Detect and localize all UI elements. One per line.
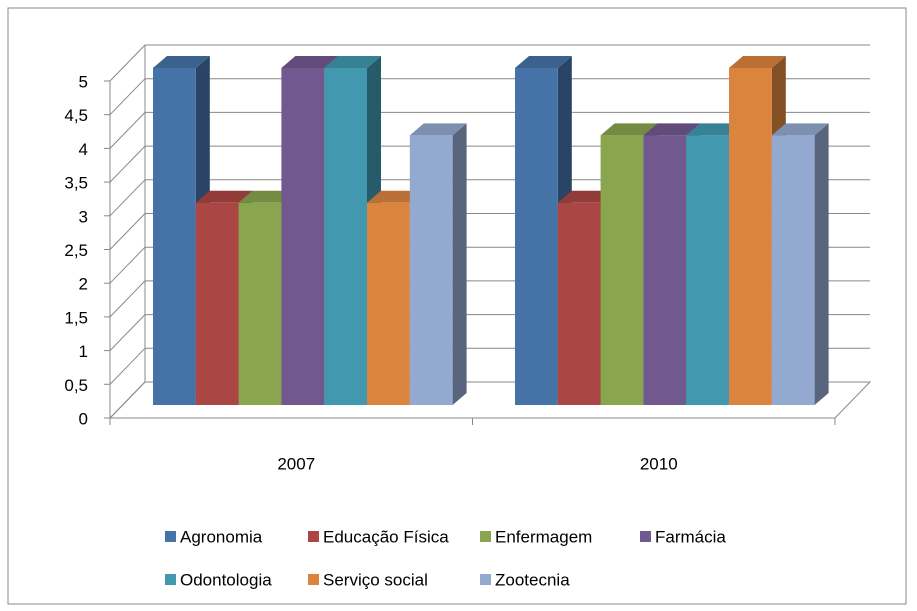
x-tick-label: 2010 <box>640 454 678 473</box>
y-tick-label: 0,5 <box>64 376 88 395</box>
x-tick-label: 2007 <box>277 454 315 473</box>
grid-line-side <box>109 347 146 385</box>
grid-line-side <box>109 314 146 351</box>
bar-top <box>729 56 786 68</box>
bar-top <box>153 56 210 68</box>
y-tick-label: 2 <box>79 275 88 294</box>
bar-top <box>409 123 467 136</box>
bar <box>771 135 815 405</box>
bar-top <box>195 190 253 203</box>
y-tick-label: 4,5 <box>64 106 88 125</box>
y-tick-label: 4 <box>79 140 88 159</box>
bar-top <box>771 123 829 136</box>
bar <box>557 202 601 405</box>
bar <box>600 135 644 405</box>
bar <box>281 68 325 405</box>
bar-top <box>600 123 658 136</box>
legend-label: Odontologia <box>180 570 272 589</box>
y-tick-label: 2,5 <box>64 241 88 260</box>
bar-top <box>281 56 339 68</box>
bar-top <box>643 123 701 136</box>
bar-top <box>238 190 296 203</box>
bar <box>729 68 772 405</box>
bar-top <box>686 123 743 136</box>
grid-line-side <box>109 179 146 217</box>
bar-top <box>367 190 424 203</box>
grid-line-side <box>109 78 146 116</box>
legend-label: Educação Física <box>323 527 449 546</box>
y-tick-label: 3,5 <box>64 174 88 193</box>
bar <box>686 135 729 405</box>
bar-side <box>814 123 829 406</box>
grid-line-side <box>109 112 146 149</box>
bar <box>238 202 282 405</box>
bar <box>195 202 239 405</box>
bar-side <box>452 123 467 406</box>
y-tick-label: 0 <box>79 409 88 428</box>
bar <box>409 135 453 405</box>
legend-swatch <box>640 531 651 542</box>
y-tick-label: 1 <box>79 342 88 361</box>
legend-label: Enfermagem <box>495 527 592 546</box>
legend-swatch <box>480 574 491 585</box>
grid-line-side <box>109 381 146 419</box>
y-tick-label: 1,5 <box>64 308 88 327</box>
grid-line-side <box>109 213 146 250</box>
bar <box>367 202 410 405</box>
legend-swatch <box>165 531 176 542</box>
legend-label: Zootecnia <box>495 570 570 589</box>
grid-line-side <box>109 246 146 284</box>
legend-swatch <box>165 574 176 585</box>
bar <box>324 68 367 405</box>
legend-label: Agronomia <box>180 527 263 546</box>
bar <box>643 135 687 405</box>
y-tick-label: 3 <box>79 207 88 226</box>
y-tick-label: 5 <box>79 72 88 91</box>
legend-swatch <box>480 531 491 542</box>
bar-top <box>324 56 381 68</box>
legend-label: Serviço social <box>323 570 428 589</box>
bar-top <box>515 56 572 68</box>
grid-line-side <box>109 145 146 183</box>
grid-line-side <box>109 280 146 318</box>
grid-line-side <box>109 44 146 82</box>
bar-top <box>557 190 615 203</box>
bar <box>515 68 558 405</box>
bar <box>153 68 196 405</box>
legend-swatch <box>308 531 319 542</box>
legend-label: Farmácia <box>655 527 726 546</box>
legend-swatch <box>308 574 319 585</box>
